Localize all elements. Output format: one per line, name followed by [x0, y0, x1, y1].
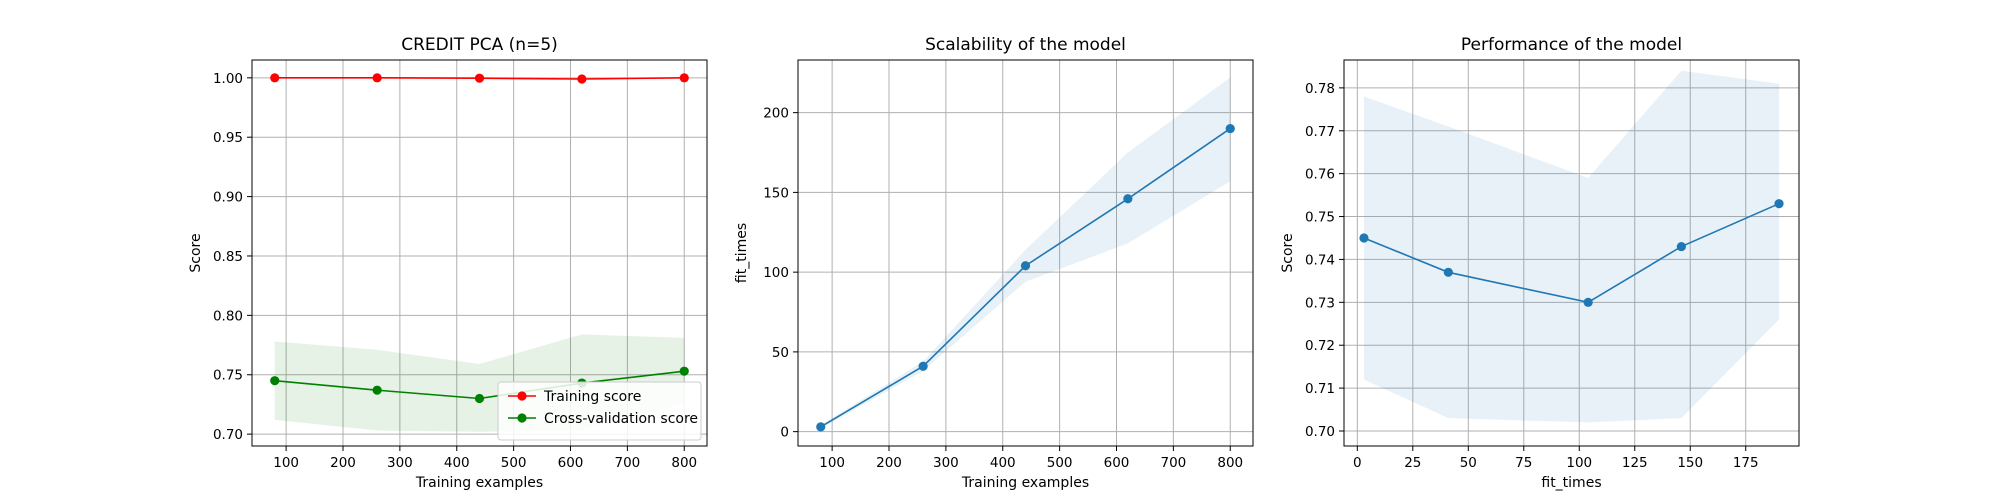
- data-point: [1359, 233, 1369, 243]
- data-point: [372, 385, 382, 395]
- y-tick-label: 0.80: [213, 308, 243, 324]
- y-tick-label: 0.95: [213, 130, 243, 146]
- legend-entry: Training score: [543, 389, 641, 405]
- x-tick-label: 100: [273, 455, 299, 471]
- y-tick-label: 0.77: [1305, 124, 1335, 140]
- y-tick-label: 0.75: [1305, 210, 1335, 226]
- data-point: [1123, 194, 1133, 204]
- data-point: [270, 376, 280, 386]
- x-tick-label: 600: [1104, 455, 1130, 471]
- chart-title: CREDIT PCA (n=5): [401, 35, 558, 55]
- x-tick-label: 300: [387, 455, 413, 471]
- data-point: [1676, 241, 1686, 252]
- y-tick-label: 150: [763, 185, 789, 201]
- x-tick-label: 75: [1515, 455, 1532, 471]
- x-tick-label: 500: [1047, 455, 1073, 471]
- y-tick-label: 0.73: [1305, 295, 1335, 311]
- y-tick-label: 0.78: [1305, 81, 1335, 97]
- data-point: [577, 74, 587, 84]
- data-point: [474, 393, 485, 404]
- y-axis-label: Score: [188, 233, 204, 272]
- legend-box: [497, 381, 702, 441]
- data-point: [474, 73, 485, 83]
- data-point: [1020, 261, 1031, 271]
- x-axis-label: Training examples: [961, 475, 1089, 491]
- chart-panel-2: 100 200 300 400 500 600 700 800 0 50 100 150 200 Scal…: [734, 35, 1254, 491]
- y-tick-label: 0.85: [213, 249, 243, 265]
- axes-frame: [1343, 59, 1800, 447]
- y-tick-label: 0.90: [213, 190, 243, 206]
- y-tick-label: 0.72: [1305, 338, 1335, 354]
- x-tick-label: 125: [1622, 455, 1648, 471]
- y-tick-label: 0: [780, 425, 789, 441]
- y-tick-label: 0.74: [1305, 252, 1335, 268]
- x-tick-label: 100: [1566, 455, 1592, 471]
- y-tick-label: 0.75: [213, 368, 243, 384]
- x-tick-label: 200: [330, 455, 356, 471]
- x-tick-label: 800: [671, 455, 697, 471]
- x-tick-label: 700: [614, 455, 640, 471]
- x-tick-label: 150: [1677, 455, 1703, 471]
- y-axis-label: fit_times: [734, 223, 750, 283]
- y-tick-label: 0.76: [1305, 167, 1335, 183]
- legend-marker: [517, 413, 527, 423]
- x-tick-label: 800: [1217, 455, 1243, 471]
- x-tick-label: 25: [1404, 455, 1421, 471]
- data-point: [679, 73, 689, 83]
- x-tick-label: 700: [1160, 455, 1186, 471]
- y-tick-label: 0.70: [1305, 424, 1335, 440]
- y-tick-label: 0.71: [1305, 381, 1335, 397]
- y-tick-label: 200: [763, 106, 789, 122]
- data-point: [270, 73, 280, 83]
- x-tick-label: 0: [1353, 455, 1362, 471]
- data-point: [1774, 199, 1784, 209]
- x-tick-label: 300: [933, 455, 959, 471]
- x-axis-label: fit_times: [1541, 475, 1601, 491]
- data-point: [816, 422, 826, 432]
- data-point: [679, 366, 689, 376]
- y-tick-label: 50: [772, 345, 789, 361]
- x-tick-label: 50: [1460, 455, 1477, 471]
- axes-frame: [797, 59, 1254, 447]
- legend-marker: [517, 391, 527, 401]
- axes-frame: [251, 59, 708, 447]
- x-tick-label: 400: [444, 455, 470, 471]
- x-tick-label: 400: [990, 455, 1016, 471]
- data-point: [372, 73, 382, 83]
- y-tick-label: 1.00: [213, 71, 243, 87]
- y-axis-label: Score: [1280, 233, 1296, 272]
- confidence-band-series-1: [1363, 70, 1780, 423]
- chart-panel-3: 0 25 50 75 100 125 150 175 0.70 0.71 0.72 0.73 0.74 0…: [1280, 35, 1800, 491]
- data-point: [1443, 267, 1453, 277]
- x-tick-label: 175: [1733, 455, 1759, 471]
- data-point: [1225, 123, 1235, 134]
- legend: Training score Cross-validation score: [497, 381, 702, 441]
- legend-entry: Cross-validation score: [544, 411, 698, 427]
- x-tick-label: 500: [501, 455, 527, 471]
- x-tick-label: 100: [819, 455, 845, 471]
- y-tick-label: 0.70: [213, 427, 243, 443]
- y-tick-label: 100: [763, 265, 789, 281]
- x-tick-label: 600: [558, 455, 584, 471]
- confidence-band-series-1: [820, 77, 1231, 429]
- x-tick-label: 200: [876, 455, 902, 471]
- chart-title: Scalability of the model: [925, 35, 1126, 55]
- data-point: [918, 361, 928, 371]
- x-axis-label: Training examples: [415, 475, 543, 491]
- chart-panel-1: 100 200 300 400 500 600 700 800 0.70 0.75 0.80 0.85…: [188, 35, 708, 491]
- data-point: [1583, 297, 1593, 307]
- chart-title: Performance of the model: [1461, 35, 1682, 55]
